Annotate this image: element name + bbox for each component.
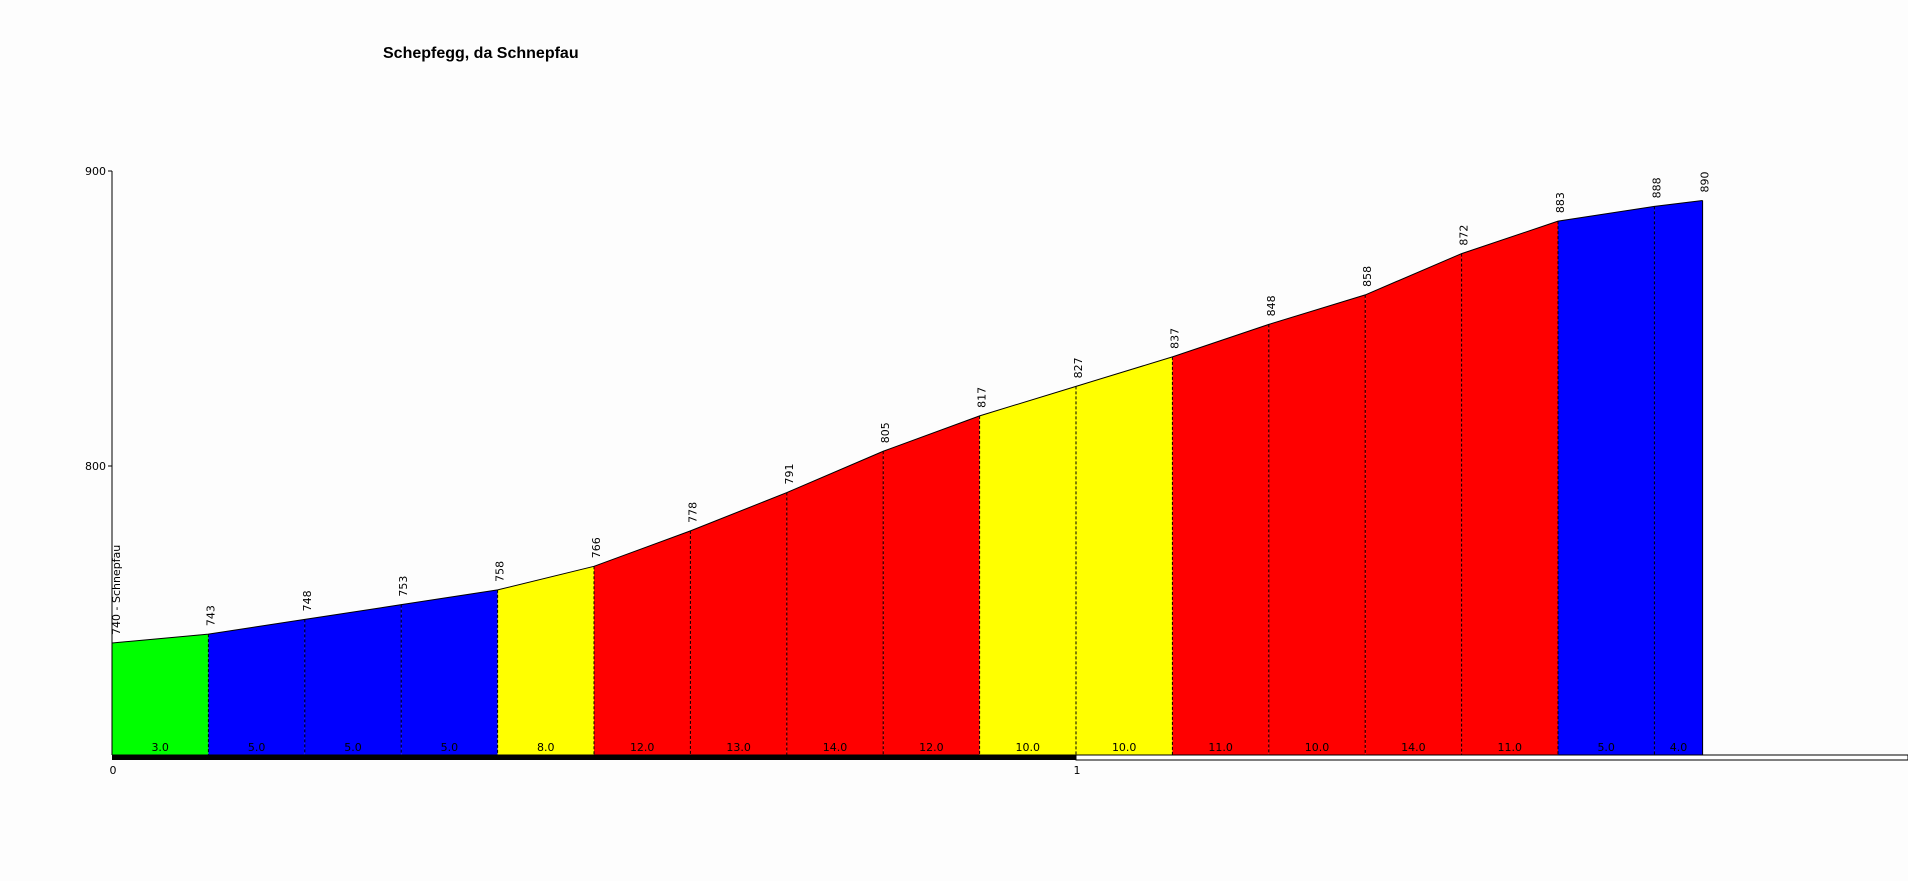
gradient-segments [112,200,1703,755]
gradient-label: 11.0 [1498,741,1523,754]
elevation-label: 778 [686,502,699,523]
segment-area [883,415,980,755]
segment-area [497,566,594,755]
elevation-label: 748 [301,590,314,611]
segment-area [1461,221,1558,755]
elevation-labels: 740 - Schnepfau 743 748 753 758 766 778 791 805 8… [110,172,1712,636]
segment-area [304,604,402,755]
elevation-label: 758 [494,561,507,582]
gradient-label: 13.0 [726,741,751,754]
segment-area [208,619,305,755]
elevation-label: 805 [879,422,892,443]
elevation-label: 872 [1458,225,1471,246]
profile-outline [111,200,1703,644]
segment-area [1654,200,1703,755]
gradient-label: 5.0 [1597,741,1615,754]
elevation-label: 888 [1650,177,1663,198]
gradient-label: 10.0 [1016,741,1041,754]
segment-area [1076,356,1173,755]
segment-area [401,589,498,755]
segment-area [979,386,1076,755]
distance-bar-white [1075,754,1908,761]
elevation-label: 827 [1072,357,1085,378]
axes: 800 900 0 1 [85,165,1908,777]
elevation-label: 766 [590,537,603,558]
gradient-label: 5.0 [441,741,459,754]
elevation-label: 753 [397,576,410,597]
chart-title: Schepfegg, da Schnepfau [383,45,579,62]
distance-bar-black [112,755,1076,760]
elevation-label: 817 [976,387,989,408]
segment-area [1558,206,1655,755]
elevation-label: 858 [1361,266,1374,287]
profile-line [111,200,1704,755]
elevation-label: 883 [1554,192,1567,213]
gradient-label: 14.0 [823,741,848,754]
gradient-label: 4.0 [1670,741,1688,754]
segment-area [786,451,884,755]
elevation-label: 837 [1168,328,1181,349]
x-tick-label: 1 [1074,764,1081,777]
elevation-label: 743 [204,605,217,626]
gradient-label: 5.0 [344,741,362,754]
elevation-label: 848 [1265,295,1278,316]
gradient-label: 3.0 [151,741,169,754]
segment-area [594,530,691,755]
y-tick-label: 900 [85,165,106,178]
gradient-label: 5.0 [248,741,266,754]
gradient-label: 11.0 [1208,741,1233,754]
gradient-labels: 3.0 5.0 5.0 5.0 8.0 12.0 13.0 14.0 12.0 10.0 10.0 1… [151,741,1687,754]
gradient-label: 12.0 [630,741,655,754]
gradient-label: 10.0 [1305,741,1330,754]
segment-area [1172,324,1269,755]
segment-area [1268,294,1366,755]
elevation-label: 890 [1699,172,1712,193]
gradient-label: 14.0 [1401,741,1426,754]
elevation-label: 791 [783,464,796,485]
gradient-label: 10.0 [1112,741,1137,754]
gradient-label: 12.0 [919,741,944,754]
x-tick-label: 0 [110,764,117,777]
gradient-label: 8.0 [537,741,555,754]
segment-area [690,492,787,755]
y-tick-label: 800 [85,460,106,473]
start-label: 740 - Schnepfau [110,545,123,635]
segment-area [1365,253,1462,755]
segment-area [112,634,209,755]
segment-dividers [207,206,1655,755]
